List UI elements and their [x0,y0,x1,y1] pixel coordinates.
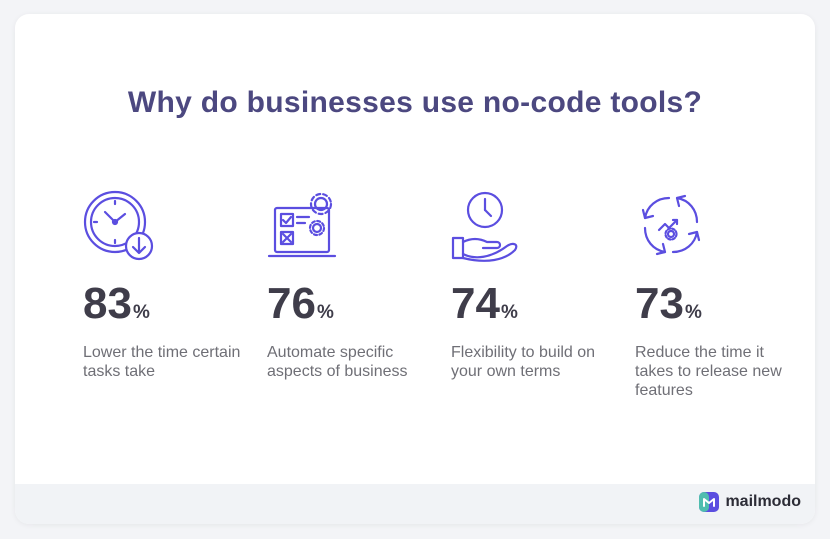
stat-value: 76% [267,279,334,328]
clock-down-icon [83,190,154,261]
stat-caption: Lower the time certain tasks take [83,344,241,380]
stat-item: 76% Automate specific aspects of busines… [267,190,437,381]
stat-caption: Reduce the time it takes to release new … [635,344,782,399]
infographic-card: Why do businesses use no-code tools? 83%… [15,14,815,524]
stat-item: 74% Flexibility to build on your own ter… [451,190,621,381]
stat-item: 73% Reduce the time it takes to release … [635,190,805,400]
release-cycle-icon [641,194,701,256]
clock-in-hand-icon [451,191,518,262]
automation-laptop-icon [267,192,337,258]
stat-value: 83% [83,279,150,328]
brand: mailmodo [699,492,801,512]
stat-value: 74% [451,279,518,328]
stat-item: 83% Lower the time certain tasks take [83,190,253,381]
page-title: Why do businesses use no-code tools? [127,86,703,119]
brand-name: mailmodo [725,493,801,510]
stat-caption: Automate specific aspects of business [267,344,408,380]
stat-value: 73% [635,279,702,328]
mailmodo-logo-icon [699,492,720,512]
stat-caption: Flexibility to build on your own terms [451,344,596,380]
footer: mailmodo [15,484,815,524]
